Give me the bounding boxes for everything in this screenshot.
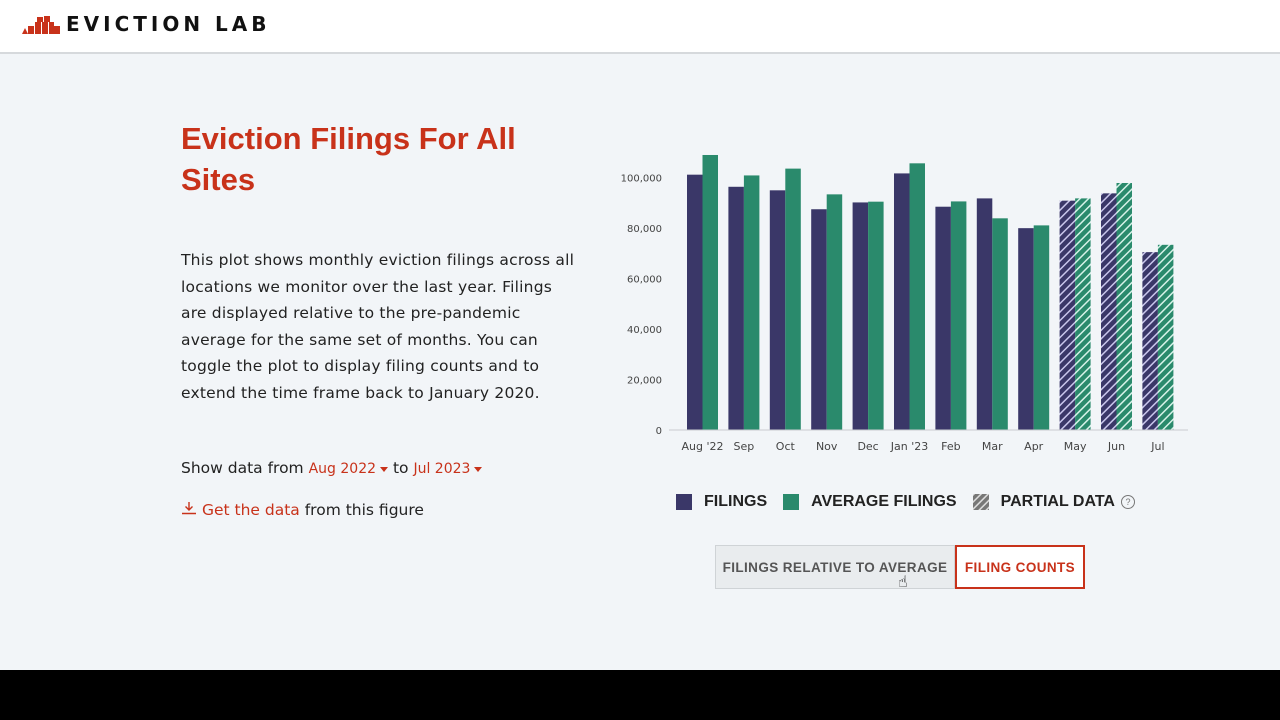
filings-bar[interactable] — [687, 174, 703, 430]
average-filings-bar[interactable] — [909, 163, 926, 430]
average-filings-bar[interactable] — [1116, 182, 1133, 430]
average-filings-bar[interactable] — [743, 175, 760, 430]
get-data-link[interactable]: Get the data — [181, 501, 300, 519]
get-data-line: Get the data from this figure — [181, 501, 424, 519]
filings-swatch — [676, 494, 692, 510]
y-tick-label: 0 — [656, 426, 662, 437]
filings-bar[interactable] — [1101, 193, 1117, 430]
filings-bar[interactable] — [728, 186, 744, 430]
legend-filings-label: FILINGS — [704, 493, 768, 510]
legend-filings: FILINGS — [676, 493, 767, 511]
view-toggle: FILINGS RELATIVE TO AVERAGE FILING COUNT… — [715, 545, 1085, 589]
x-tick-label: Jan '23 — [890, 440, 928, 453]
x-tick-label: Aug '22 — [682, 440, 724, 453]
x-tick-label: Mar — [982, 440, 1003, 453]
average-filings-bar[interactable] — [950, 201, 967, 430]
x-tick-label: Feb — [941, 440, 960, 453]
chart-legend: FILINGS AVERAGE FILINGS PARTIAL DATA? — [676, 493, 1151, 511]
average-filings-bar[interactable] — [1157, 244, 1174, 430]
y-tick-label: 80,000 — [627, 224, 662, 235]
legend-average: AVERAGE FILINGS — [783, 493, 957, 511]
average-filings-bar[interactable] — [826, 194, 843, 430]
date-range: Show data from Aug 2022 to Jul 2023 — [181, 459, 483, 477]
filings-bar[interactable] — [769, 190, 786, 430]
y-tick-label: 20,000 — [627, 376, 662, 387]
download-icon — [182, 502, 196, 515]
average-filings-bar[interactable] — [702, 154, 719, 431]
x-tick-label: Nov — [816, 440, 838, 453]
filings-relative-button[interactable]: FILINGS RELATIVE TO AVERAGE — [715, 545, 955, 589]
y-tick-label: 60,000 — [627, 275, 662, 286]
legend-partial: PARTIAL DATA? — [972, 493, 1135, 511]
average-filings-bar[interactable] — [1075, 198, 1091, 430]
average-filings-bar[interactable] — [785, 168, 801, 431]
x-tick-label: Jun — [1107, 440, 1125, 453]
filings-bar[interactable] — [852, 202, 869, 430]
site-header: EVICTION LAB — [0, 0, 1280, 54]
caret-down-icon — [380, 466, 389, 472]
range-middle: to — [392, 459, 409, 477]
from-date-value: Aug 2022 — [308, 461, 377, 477]
x-tick-label: Oct — [776, 440, 796, 453]
x-tick-label: May — [1064, 440, 1087, 453]
page-title: Eviction Filings For All Sites — [181, 121, 516, 197]
y-tick-label: 40,000 — [627, 325, 662, 336]
average-swatch — [783, 494, 800, 510]
filings-bar[interactable] — [1142, 252, 1158, 430]
x-tick-label: Dec — [857, 440, 878, 453]
from-date-select[interactable]: Aug 2022 — [308, 461, 389, 477]
legend-average-label: AVERAGE FILINGS — [811, 493, 957, 510]
filings-bar[interactable] — [935, 206, 951, 430]
partial-swatch — [972, 494, 989, 510]
filings-bar[interactable] — [894, 173, 910, 431]
logo-blocks-icon — [22, 16, 60, 34]
x-tick-label: Jul — [1150, 440, 1164, 453]
range-prefix: Show data from — [181, 459, 304, 477]
filings-bar[interactable] — [811, 209, 827, 430]
eviction-lab-logo[interactable]: EVICTION LAB — [22, 12, 271, 36]
filings-bar[interactable] — [1018, 228, 1034, 430]
filings-bar[interactable] — [976, 198, 993, 430]
get-data-suffix: from this figure — [304, 501, 424, 519]
x-tick-label: Sep — [734, 440, 755, 453]
page: EVICTION LAB Eviction Filings For All Si… — [0, 0, 1280, 670]
filings-bar-chart: 0 20,000 40,000 60,000 80,000 100,000 Aug '22… — [621, 154, 1188, 453]
legend-partial-label: PARTIAL DATA — [1000, 493, 1115, 510]
logo-text: EVICTION LAB — [66, 12, 271, 36]
y-tick-label: 100,000 — [621, 174, 662, 185]
help-icon[interactable]: ? — [1120, 495, 1135, 509]
average-filings-bar[interactable] — [868, 201, 884, 430]
caret-down-icon — [474, 466, 483, 472]
filing-counts-button[interactable]: FILING COUNTS — [955, 545, 1085, 589]
hand-cursor-icon: ☝ — [898, 572, 908, 591]
filings-bar[interactable] — [1059, 200, 1076, 430]
get-data-link-text: Get the data — [201, 501, 300, 519]
chart-description: This plot shows monthly eviction filings… — [181, 251, 575, 402]
to-date-value: Jul 2023 — [413, 461, 471, 477]
average-filings-bar[interactable] — [1033, 225, 1050, 430]
average-filings-bar[interactable] — [992, 218, 1008, 430]
x-tick-label: Apr — [1024, 440, 1044, 453]
to-date-select[interactable]: Jul 2023 — [413, 461, 483, 477]
